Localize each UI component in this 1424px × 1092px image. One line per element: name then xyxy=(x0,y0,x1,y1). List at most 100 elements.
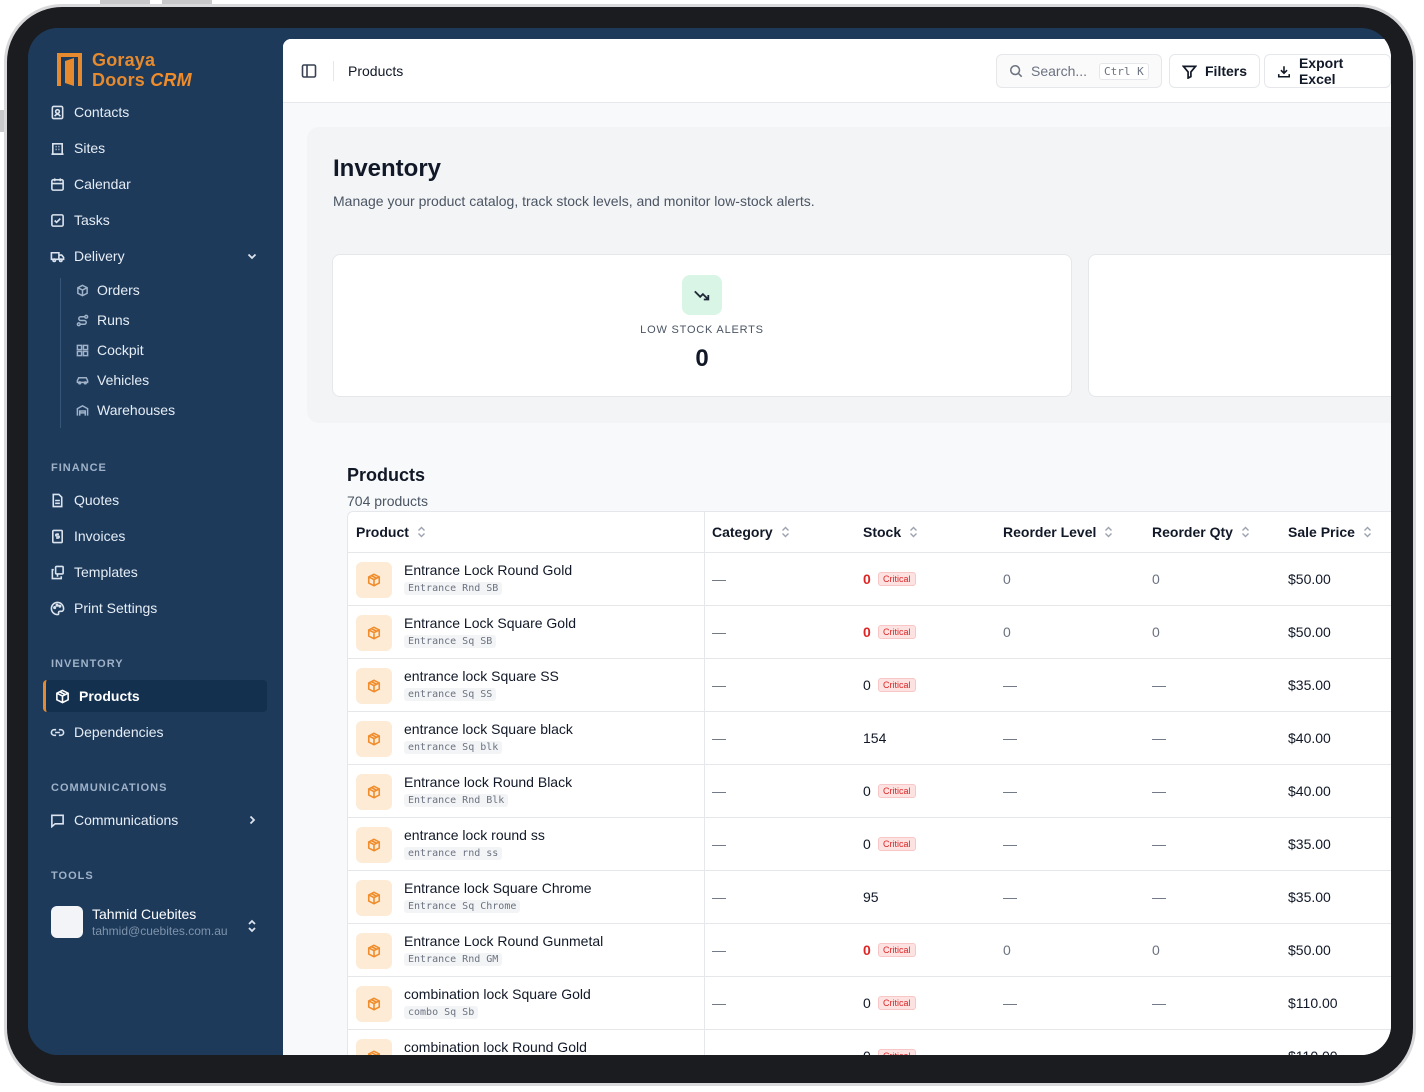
sort-icon xyxy=(1241,526,1249,538)
sidebar-item-warehouses[interactable]: Warehouses xyxy=(76,399,175,421)
table-row[interactable]: entrance lock Square black entrance Sq bl… xyxy=(348,712,1391,765)
search-placeholder: Search... xyxy=(1031,63,1088,79)
chevron-updown-icon[interactable] xyxy=(246,918,258,934)
reorder-level-cell: — xyxy=(1003,995,1017,1011)
download-icon xyxy=(1277,65,1291,78)
sidebar-item-communications[interactable]: Communications xyxy=(50,808,178,832)
sidebar-toggle-icon[interactable] xyxy=(301,63,317,79)
chevron-right-icon[interactable] xyxy=(246,814,258,826)
product-name[interactable]: Entrance Lock Square Gold xyxy=(404,615,576,631)
table-row[interactable]: entrance lock Square SS entrance Sq SS — 0 C… xyxy=(348,659,1391,712)
sidebar-item-sites[interactable]: Sites xyxy=(50,136,105,160)
submenu-guide-line xyxy=(60,278,61,428)
table-row[interactable]: Entrance lock Round Black Entrance Rnd Bl… xyxy=(348,765,1391,818)
contacts-icon xyxy=(51,105,64,119)
reorder-level-cell: — xyxy=(1003,889,1017,905)
sidebar-item-label: Dependencies xyxy=(74,724,164,740)
car-icon xyxy=(76,376,89,384)
sidebar-item-templates[interactable]: Templates xyxy=(50,560,138,584)
sidebar-item-label: Contacts xyxy=(74,104,130,120)
product-name[interactable]: Entrance lock Square Chrome xyxy=(404,880,592,896)
sidebar-item-runs[interactable]: Runs xyxy=(76,309,130,331)
product-name[interactable]: entrance lock Square black xyxy=(404,721,573,737)
product-name[interactable]: entrance lock round ss xyxy=(404,827,545,843)
table-row[interactable]: Entrance lock Square Chrome Entrance Sq C… xyxy=(348,871,1391,924)
door-logo-icon xyxy=(56,52,84,88)
product-name[interactable]: Entrance Lock Round Gold xyxy=(404,562,573,578)
filters-button[interactable]: Filters xyxy=(1169,54,1261,88)
table-row[interactable]: combination lock Round Gold — 0 Critical — — $… xyxy=(348,1030,1391,1055)
column-header-product[interactable]: Product xyxy=(356,524,426,540)
category-cell: — xyxy=(712,889,726,905)
sidebar-item-contacts[interactable]: Contacts xyxy=(50,100,129,124)
product-name[interactable]: Entrance lock Round Black xyxy=(404,774,573,790)
reorder-qty-cell: — xyxy=(1152,730,1166,746)
product-name[interactable]: combination lock Round Gold xyxy=(404,1039,587,1055)
reorder-qty-cell: — xyxy=(1152,836,1166,852)
sidebar-item-tasks[interactable]: Tasks xyxy=(50,208,110,232)
route-icon xyxy=(76,314,89,326)
column-header-reorder-qty[interactable]: Reorder Qty xyxy=(1152,524,1250,540)
product-icon xyxy=(356,986,392,1022)
products-count: 704 products xyxy=(347,493,428,509)
receipt-icon xyxy=(52,529,63,543)
sidebar: Goraya Doors CRM Contacts Sites Calendar… xyxy=(28,28,283,1055)
sale-price-cell: $35.00 xyxy=(1288,677,1331,693)
product-sku: Entrance Rnd SB xyxy=(404,582,503,595)
product-icon xyxy=(356,562,392,598)
product-icon xyxy=(356,615,392,651)
reorder-level-cell: — xyxy=(1003,836,1017,852)
product-name[interactable]: combination lock Square Gold xyxy=(404,986,591,1002)
sidebar-item-vehicles[interactable]: Vehicles xyxy=(76,369,149,391)
sidebar-item-products[interactable]: Products xyxy=(55,684,140,708)
calendar-icon xyxy=(51,177,64,191)
sidebar-item-label: Orders xyxy=(97,282,140,298)
table-row[interactable]: Entrance Lock Round Gold Entrance Rnd SB —… xyxy=(348,553,1391,606)
column-header-stock[interactable]: Stock xyxy=(863,524,918,540)
sidebar-item-cockpit[interactable]: Cockpit xyxy=(76,339,144,361)
brand-logo[interactable]: Goraya Doors CRM xyxy=(56,50,192,90)
stat-card-secondary[interactable] xyxy=(1088,254,1391,397)
sale-price-cell: $40.00 xyxy=(1288,783,1331,799)
column-header-sale-price[interactable]: Sale Price xyxy=(1288,524,1372,540)
checkbox-icon xyxy=(51,213,64,227)
sidebar-item-calendar[interactable]: Calendar xyxy=(50,172,131,196)
sidebar-item-quotes[interactable]: Quotes xyxy=(50,488,119,512)
sort-icon xyxy=(1363,526,1371,538)
breadcrumb[interactable]: Products xyxy=(333,61,403,81)
reorder-level-cell: 0 xyxy=(1003,624,1011,640)
product-name[interactable]: Entrance Lock Round Gunmetal xyxy=(404,933,604,949)
sidebar-item-label: Cockpit xyxy=(97,342,144,358)
export-excel-button[interactable]: Export Excel xyxy=(1264,54,1391,88)
sort-icon xyxy=(417,526,425,538)
product-sku: Entrance Sq SB xyxy=(404,635,497,648)
sidebar-item-invoices[interactable]: Invoices xyxy=(50,524,125,548)
products-table: Product Category Stock Reorder Level Reo… xyxy=(347,511,1391,1055)
sidebar-item-label: Sites xyxy=(74,140,106,156)
chevron-down-icon[interactable] xyxy=(246,250,258,262)
product-icon xyxy=(356,933,392,969)
device-top-button xyxy=(162,0,212,4)
column-header-reorder-level[interactable]: Reorder Level xyxy=(1003,524,1113,540)
sidebar-item-print-settings[interactable]: Print Settings xyxy=(50,596,157,620)
sidebar-item-delivery[interactable]: Delivery xyxy=(50,244,125,268)
critical-badge: Critical xyxy=(878,996,916,1010)
sidebar-item-dependencies[interactable]: Dependencies xyxy=(50,720,164,744)
category-cell: — xyxy=(712,1048,726,1055)
table-row[interactable]: Entrance Lock Round Gunmetal Entrance Rnd… xyxy=(348,924,1391,977)
sale-price-cell: $50.00 xyxy=(1288,571,1331,587)
low-stock-card[interactable]: LOW STOCK ALERTS 0 xyxy=(332,254,1072,397)
search-input[interactable]: Search... Ctrl K xyxy=(996,54,1162,88)
table-row[interactable]: Entrance Lock Square Gold Entrance Sq SB —… xyxy=(348,606,1391,659)
sort-icon xyxy=(1105,526,1113,538)
sidebar-item-label: Invoices xyxy=(74,528,126,544)
user-menu[interactable]: Tahmid Cuebites tahmid@cuebites.com.au xyxy=(51,906,228,938)
product-name[interactable]: entrance lock Square SS xyxy=(404,668,559,684)
table-row[interactable]: combination lock Square Gold combo Sq Sb —… xyxy=(348,977,1391,1030)
critical-badge: Critical xyxy=(878,678,916,692)
reorder-level-cell: — xyxy=(1003,783,1017,799)
table-row[interactable]: entrance lock round ss entrance rnd ss — 0 C… xyxy=(348,818,1391,871)
column-header-category[interactable]: Category xyxy=(712,524,790,540)
sidebar-item-orders[interactable]: Orders xyxy=(76,279,140,301)
user-email: tahmid@cuebites.com.au xyxy=(92,924,228,938)
